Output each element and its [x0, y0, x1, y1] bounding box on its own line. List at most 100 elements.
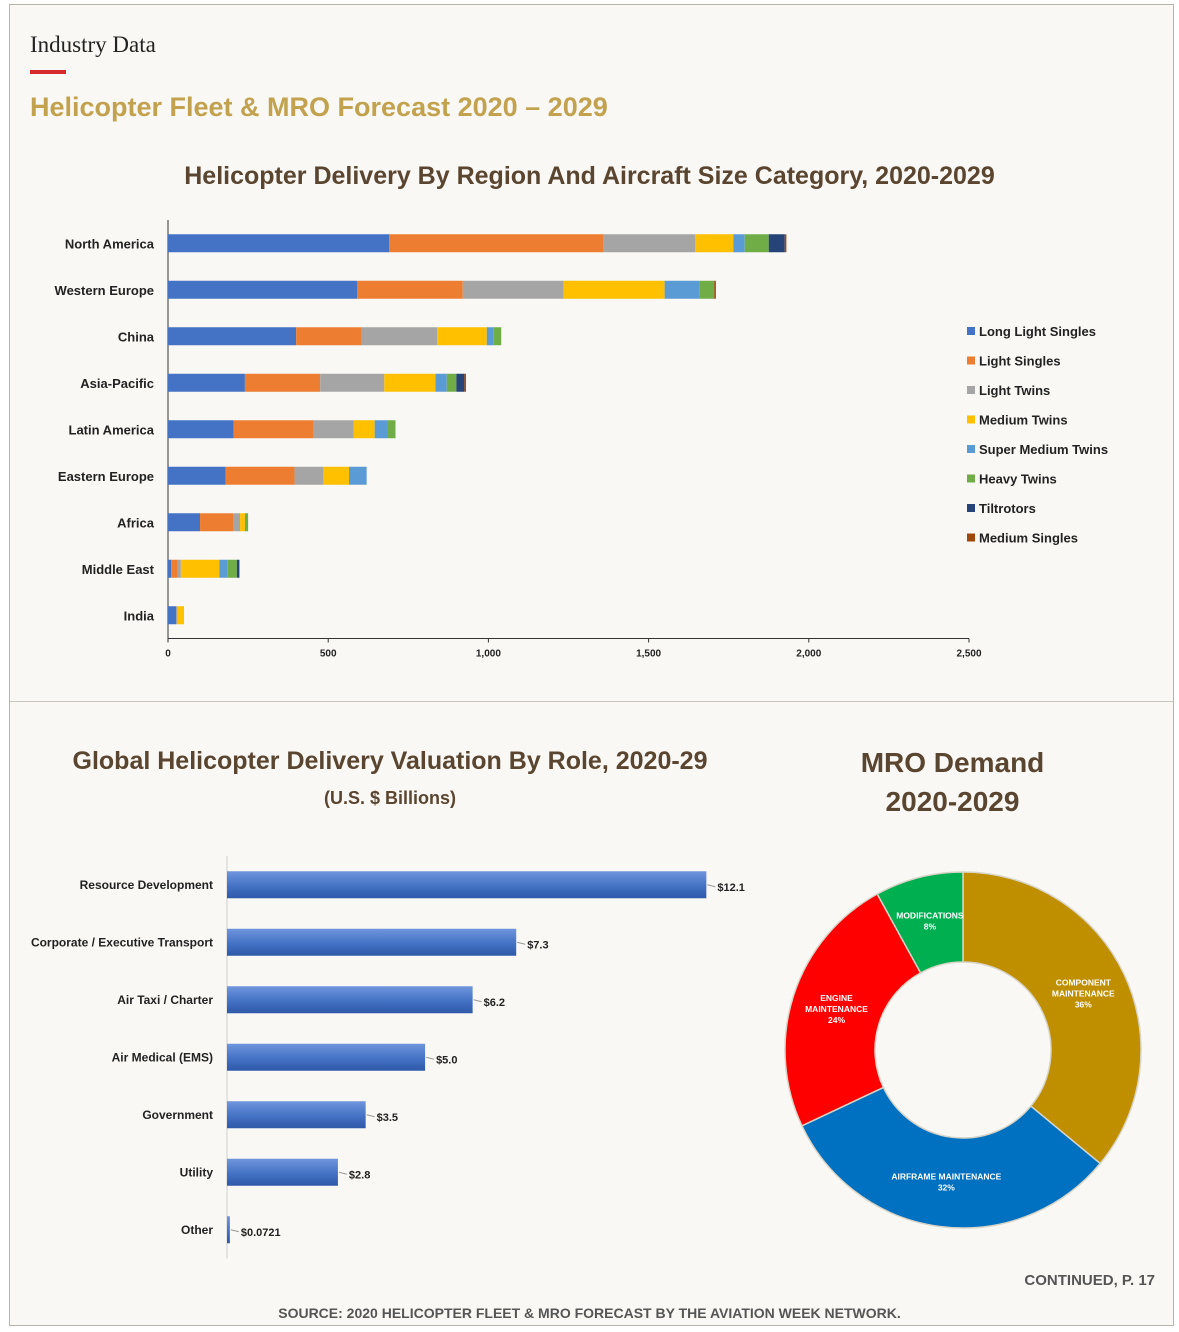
category-label: India — [124, 608, 155, 623]
legend-label: Tiltrotors — [979, 501, 1036, 516]
bar-segment — [323, 466, 350, 485]
bar-segment — [233, 513, 241, 532]
category-label: Africa — [117, 515, 155, 530]
category-label: China — [118, 329, 155, 344]
category-label: Eastern Europe — [58, 469, 154, 484]
bar-segment — [227, 559, 237, 578]
value-label: $12.1 — [717, 882, 745, 894]
bar-segment — [171, 559, 178, 578]
x-tick-label: 1,500 — [636, 649, 661, 660]
legend-swatch — [967, 504, 975, 512]
value-leader-line — [473, 999, 482, 1003]
bar-segment — [464, 373, 466, 392]
value-leader-line — [425, 1056, 435, 1060]
x-tick-label: 2,000 — [796, 649, 821, 660]
category-label: Other — [181, 1223, 213, 1237]
bar-segment — [168, 280, 358, 299]
mro-chart-title-line2: 2020-2029 — [885, 786, 1020, 817]
bar-segment — [435, 373, 447, 392]
legend-label: Light Singles — [979, 354, 1061, 369]
delivery-chart-title: Helicopter Delivery By Region And Aircra… — [184, 162, 995, 190]
x-tick-label: 0 — [165, 649, 171, 660]
slice-label: MODIFICATIONS — [896, 911, 964, 921]
bar-segment — [357, 280, 463, 299]
bar-segment — [177, 606, 185, 625]
bar-segment — [168, 420, 234, 439]
valuation-by-role-chart: Resource Development $12.1 Corporate / Exe… — [31, 856, 745, 1259]
legend-label: Super Medium Twins — [979, 442, 1108, 457]
delivery-by-region-chart: 0 500 1,000 1,500 2,000 2,500 North America Wes… — [55, 220, 1108, 660]
page-title: Helicopter Fleet & MRO Forecast 2020 – 2… — [30, 92, 608, 122]
mro-chart-title-line1: MRO Demand — [860, 747, 1045, 778]
bar-segment — [225, 466, 295, 485]
category-label: Western Europe — [55, 283, 154, 298]
donut-slice — [876, 871, 964, 974]
slice-label: AIRFRAME MAINTENANCE — [891, 1171, 1001, 1181]
bar-segment — [168, 234, 390, 253]
slice-label: 8% — [924, 922, 937, 932]
value-label: $2.8 — [349, 1169, 370, 1181]
bar-segment — [446, 373, 457, 392]
page-frame — [9, 4, 1174, 1326]
bar-segment — [177, 559, 181, 578]
legend-label: Heavy Twins — [979, 472, 1057, 487]
category-label: Resource Development — [80, 878, 213, 892]
donut-slice — [784, 892, 922, 1127]
bar-segment — [456, 373, 465, 392]
value-leader-line — [338, 1171, 348, 1175]
bar-segment — [168, 327, 297, 346]
bar-segment — [313, 420, 354, 439]
bar-segment — [699, 280, 715, 299]
value-bar — [227, 928, 517, 956]
bar-segment — [437, 327, 487, 346]
slice-label: 32% — [938, 1182, 955, 1192]
source-note: SOURCE: 2020 HELICOPTER FLEET & MRO FORE… — [278, 1305, 901, 1321]
category-label: Asia-Pacific — [80, 376, 154, 391]
value-leader-line — [230, 1229, 239, 1233]
bar-segment — [353, 420, 375, 439]
bar-segment — [733, 234, 745, 253]
value-label: $0.0721 — [241, 1227, 281, 1239]
bar-segment — [294, 466, 324, 485]
value-bar — [227, 1216, 230, 1244]
bar-segment — [389, 234, 604, 253]
legend-swatch — [967, 386, 975, 394]
x-tick-label: 2,500 — [956, 649, 981, 660]
bar-segment — [168, 513, 201, 532]
legend-swatch — [967, 356, 975, 365]
bar-segment — [296, 327, 362, 346]
bar-segment — [168, 606, 177, 625]
valuation-chart-title: Global Helicopter Delivery Valuation By … — [72, 747, 708, 775]
continued-note: CONTINUED, P. 17 — [1024, 1272, 1155, 1289]
x-tick-label: 1,000 — [476, 649, 501, 660]
bar-segment — [244, 373, 321, 392]
donut-slice — [800, 1086, 1102, 1229]
bar-segment — [563, 280, 665, 299]
bar-segment — [695, 234, 734, 253]
kicker-accent-bar — [30, 70, 66, 74]
bar-segment — [244, 513, 249, 532]
legend-swatch — [967, 327, 975, 335]
bar-segment — [168, 559, 172, 578]
slice-label: MAINTENANCE — [1052, 988, 1115, 998]
bar-segment — [219, 559, 228, 578]
value-leader-line — [366, 1114, 375, 1118]
bar-segment — [374, 420, 388, 439]
value-bar — [227, 1158, 338, 1186]
bar-segment — [603, 234, 696, 253]
bar-segment — [784, 234, 787, 253]
bar-segment — [387, 420, 396, 439]
slice-label: 36% — [1075, 999, 1092, 1009]
bar-segment — [384, 373, 436, 392]
bar-segment — [168, 466, 226, 485]
section-divider — [10, 701, 1174, 702]
value-bar — [227, 871, 707, 899]
value-label: $5.0 — [436, 1054, 457, 1066]
bar-segment — [168, 373, 245, 392]
section-kicker: Industry Data — [30, 32, 156, 57]
bar-segment — [236, 559, 240, 578]
category-label: Government — [142, 1108, 213, 1122]
donut-slice — [962, 871, 1142, 1165]
legend-label: Long Light Singles — [979, 324, 1096, 339]
